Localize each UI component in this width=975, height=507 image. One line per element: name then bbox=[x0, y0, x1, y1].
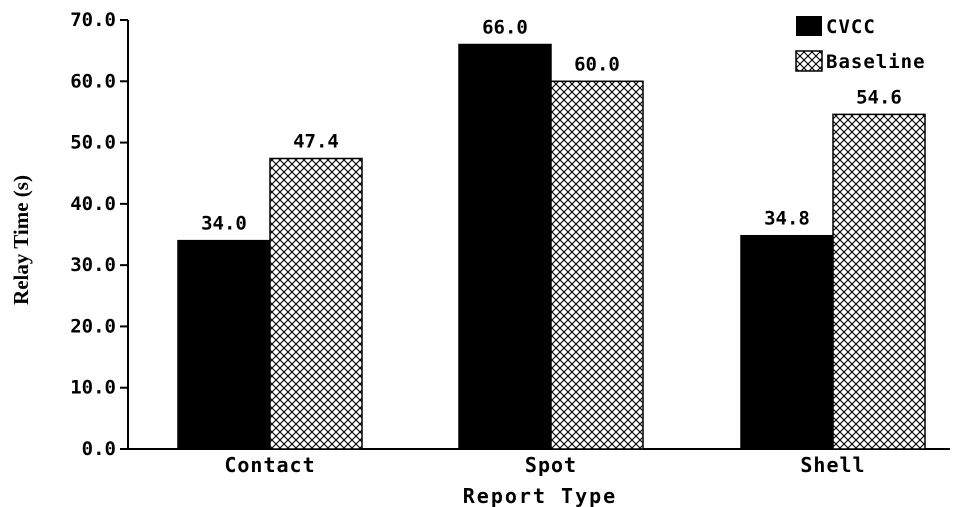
y-tick-label: 70.0 bbox=[70, 9, 116, 31]
bar-baseline-contact bbox=[269, 157, 363, 450]
x-axis-title: Report Type bbox=[463, 484, 617, 507]
data-label-group: 34.0 47.4 66.0 60.0 34.8 54.6 bbox=[201, 17, 902, 235]
category-label-spot: Spot bbox=[525, 453, 577, 477]
data-label-cvcc-spot: 66.0 bbox=[482, 17, 528, 39]
bar-baseline-spot bbox=[550, 80, 644, 450]
data-label-baseline-shell: 54.6 bbox=[856, 86, 902, 108]
y-tick-label: 10.0 bbox=[70, 377, 116, 399]
legend-swatch-baseline bbox=[795, 50, 823, 72]
bar-baseline-shell bbox=[832, 113, 926, 450]
y-tick-label: 40.0 bbox=[70, 193, 116, 215]
data-label-baseline-spot: 60.0 bbox=[574, 53, 620, 75]
category-label-group: Contact Spot Shell bbox=[224, 453, 865, 477]
y-tick-label: 50.0 bbox=[70, 132, 116, 154]
legend-swatch-cvcc bbox=[796, 16, 822, 36]
bar-cvcc-contact bbox=[177, 239, 271, 450]
data-label-baseline-contact: 47.4 bbox=[293, 131, 339, 153]
bar-cvcc-shell bbox=[740, 234, 834, 450]
bar-group bbox=[177, 43, 926, 450]
legend-label-baseline: Baseline bbox=[826, 51, 926, 73]
y-tick-label: 0.0 bbox=[82, 438, 116, 460]
y-tick-label: 60.0 bbox=[70, 70, 116, 92]
data-label-cvcc-contact: 34.0 bbox=[201, 213, 247, 235]
y-tick-label: 20.0 bbox=[70, 315, 116, 337]
y-tick-label: 30.0 bbox=[70, 254, 116, 276]
legend-label-cvcc: CVCC bbox=[826, 16, 876, 38]
y-axis-title: Relay Time (s) bbox=[9, 175, 33, 305]
category-label-contact: Contact bbox=[224, 453, 315, 477]
bar-cvcc-spot bbox=[458, 43, 552, 450]
category-label-shell: Shell bbox=[800, 453, 865, 477]
legend: CVCC Baseline bbox=[795, 16, 926, 73]
y-tick-group: 0.0 10.0 20.0 30.0 40.0 50.0 60.0 70.0 bbox=[70, 9, 128, 460]
data-label-cvcc-shell: 34.8 bbox=[764, 208, 810, 230]
